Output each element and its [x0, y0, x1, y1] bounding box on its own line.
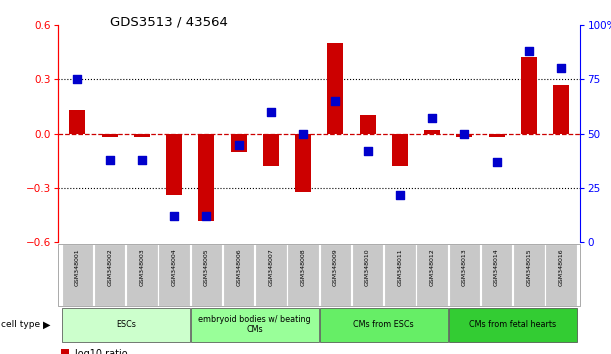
Point [395, 192, 404, 198]
Point [202, 213, 211, 219]
FancyBboxPatch shape [513, 244, 544, 306]
FancyBboxPatch shape [191, 244, 222, 306]
Bar [69, 110, 86, 133]
Text: GSM348002: GSM348002 [107, 249, 112, 286]
Text: CMs from fetal hearts: CMs from fetal hearts [469, 320, 556, 329]
Point [169, 213, 179, 219]
Bar [101, 133, 118, 137]
Point [427, 115, 437, 121]
Text: GSM348013: GSM348013 [462, 249, 467, 286]
Text: GSM348008: GSM348008 [301, 249, 306, 286]
Point [298, 131, 308, 136]
Point [266, 109, 276, 115]
Point [104, 157, 114, 162]
Text: GSM348012: GSM348012 [430, 249, 434, 286]
FancyBboxPatch shape [94, 244, 125, 306]
FancyBboxPatch shape [62, 244, 93, 306]
Text: GSM348014: GSM348014 [494, 249, 499, 286]
Bar [61, 349, 69, 354]
FancyBboxPatch shape [287, 244, 319, 306]
Text: GSM348005: GSM348005 [204, 249, 209, 286]
FancyBboxPatch shape [384, 244, 415, 306]
FancyBboxPatch shape [416, 244, 448, 306]
Text: CMs from ESCs: CMs from ESCs [353, 320, 414, 329]
Point [556, 65, 566, 71]
Bar [166, 133, 182, 195]
Bar [295, 133, 311, 192]
Point [137, 157, 147, 162]
Text: GDS3513 / 43564: GDS3513 / 43564 [110, 16, 228, 29]
FancyBboxPatch shape [545, 244, 577, 306]
Text: log10 ratio: log10 ratio [75, 349, 128, 354]
FancyBboxPatch shape [448, 244, 480, 306]
Point [524, 48, 534, 54]
Point [459, 131, 469, 136]
Text: GSM348004: GSM348004 [172, 249, 177, 286]
Text: GSM348016: GSM348016 [558, 249, 563, 286]
Point [363, 148, 373, 154]
Text: GSM348003: GSM348003 [139, 249, 144, 286]
FancyBboxPatch shape [320, 308, 448, 342]
FancyBboxPatch shape [320, 244, 351, 306]
Text: embryoid bodies w/ beating
CMs: embryoid bodies w/ beating CMs [199, 315, 311, 335]
FancyBboxPatch shape [191, 308, 319, 342]
Text: GSM348015: GSM348015 [526, 249, 532, 286]
Bar [134, 133, 150, 137]
Point [73, 76, 82, 82]
Bar [199, 133, 214, 221]
Bar [392, 133, 408, 166]
FancyBboxPatch shape [352, 244, 384, 306]
FancyBboxPatch shape [158, 244, 190, 306]
Bar [263, 133, 279, 166]
Text: ▶: ▶ [43, 320, 50, 330]
Bar [521, 57, 537, 133]
Point [234, 142, 244, 147]
Bar [359, 115, 376, 133]
Bar [230, 133, 247, 152]
Text: cell type: cell type [1, 320, 40, 329]
FancyBboxPatch shape [448, 308, 577, 342]
Text: GSM348006: GSM348006 [236, 249, 241, 286]
FancyBboxPatch shape [126, 244, 158, 306]
Text: GSM348010: GSM348010 [365, 249, 370, 286]
Bar [327, 43, 343, 133]
Point [331, 98, 340, 104]
Text: GSM348011: GSM348011 [397, 249, 403, 286]
Text: ESCs: ESCs [116, 320, 136, 329]
FancyBboxPatch shape [255, 244, 287, 306]
FancyBboxPatch shape [223, 244, 254, 306]
Bar [456, 133, 472, 137]
Bar [553, 85, 569, 133]
Text: GSM348009: GSM348009 [333, 249, 338, 286]
Text: GSM348007: GSM348007 [268, 249, 273, 286]
FancyBboxPatch shape [62, 308, 190, 342]
Bar [489, 133, 505, 137]
Bar [424, 130, 440, 133]
FancyBboxPatch shape [481, 244, 513, 306]
Text: GSM348001: GSM348001 [75, 249, 80, 286]
Point [492, 159, 502, 165]
